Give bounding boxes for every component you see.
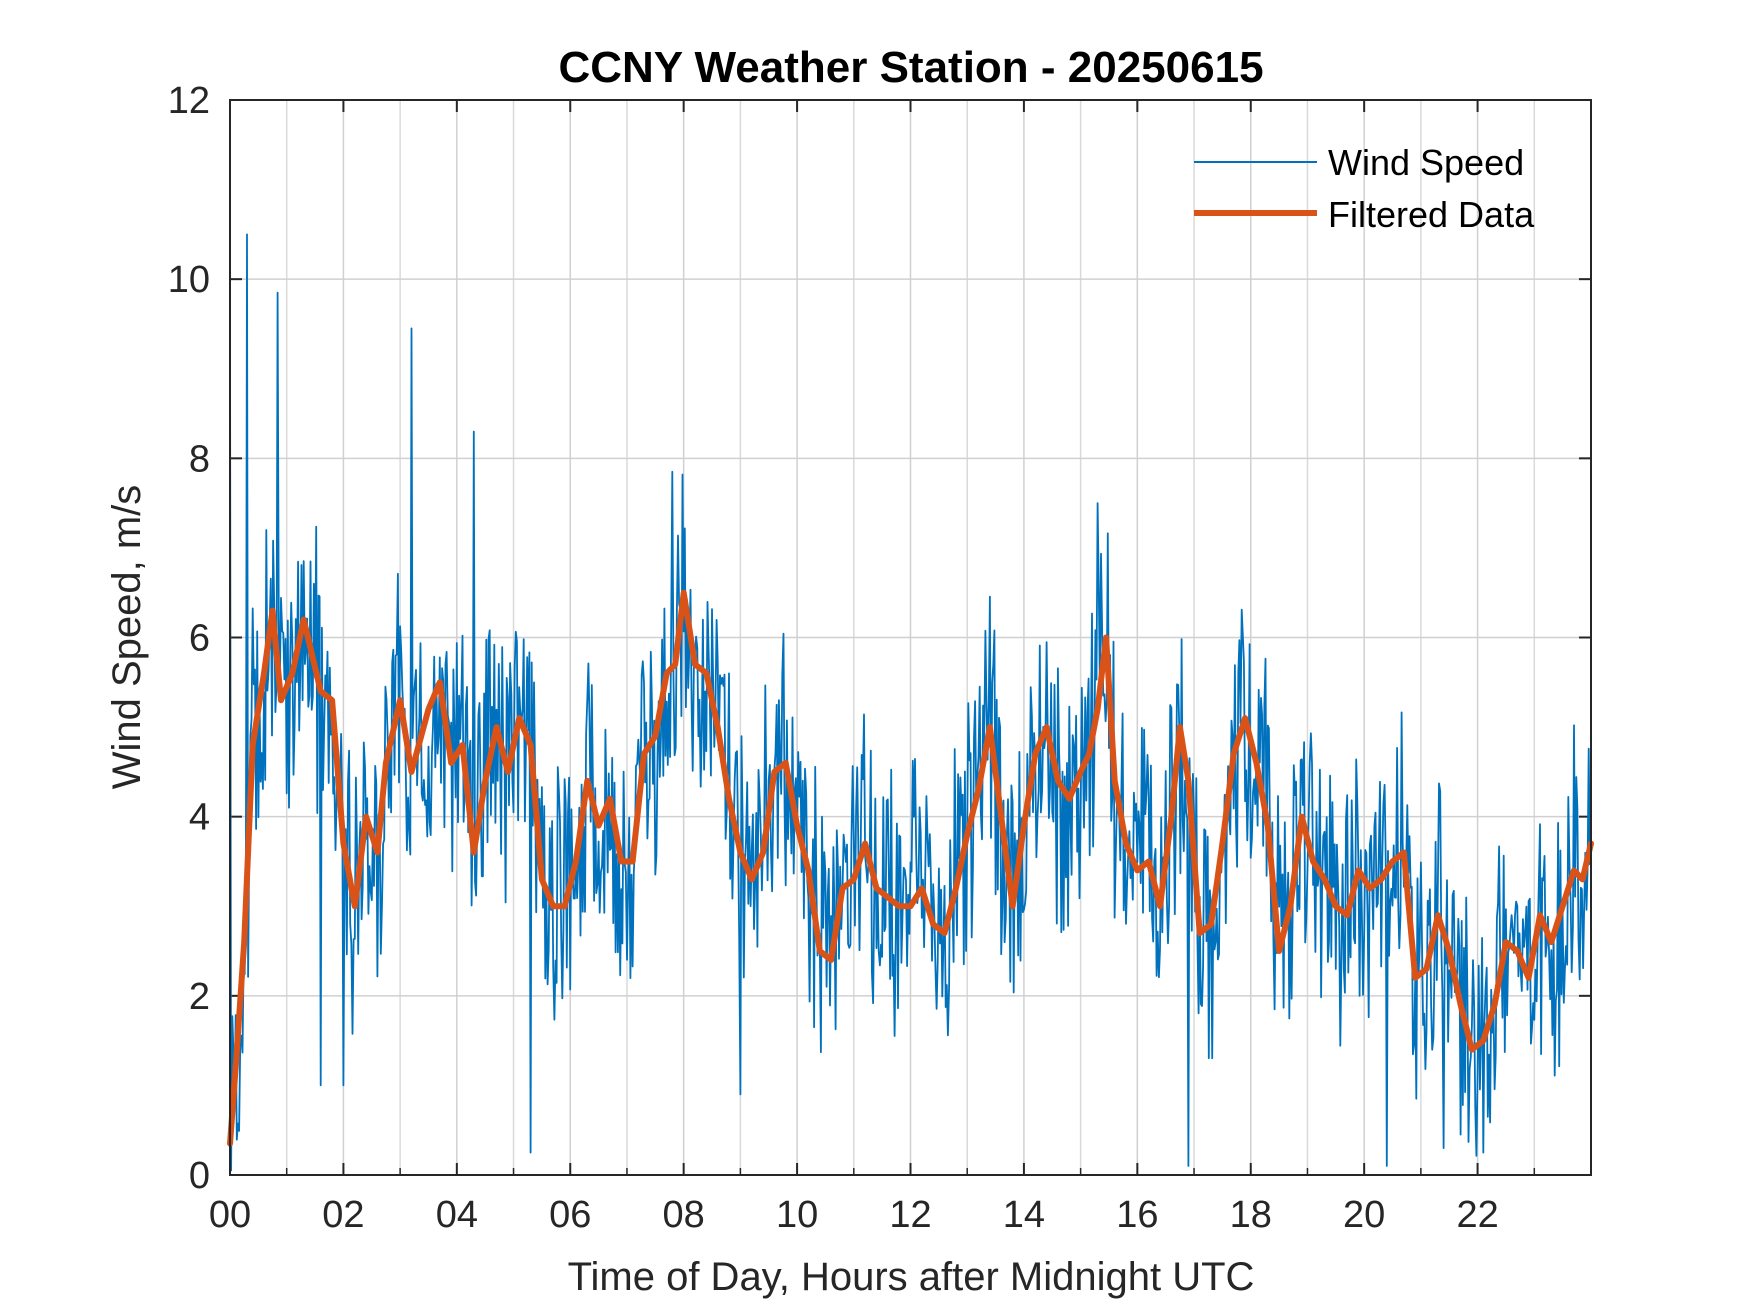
x-tick-label: 08 — [663, 1194, 705, 1236]
x-tick-label: 18 — [1230, 1194, 1272, 1236]
x-tick-label: 12 — [889, 1194, 931, 1236]
y-tick-label: 6 — [189, 618, 210, 660]
x-axis-label: Time of Day, Hours after Midnight UTC — [568, 1255, 1255, 1299]
y-tick-label: 12 — [168, 80, 210, 122]
x-tick-label: 04 — [436, 1194, 478, 1236]
y-tick-label: 0 — [189, 1155, 210, 1197]
y-tick-label: 10 — [168, 259, 210, 301]
legend: Wind Speed Filtered Data — [1194, 142, 1535, 235]
y-tick-label: 4 — [189, 797, 210, 839]
wind-speed-series — [229, 233, 1592, 1172]
x-tick-label: 10 — [776, 1194, 818, 1236]
x-tick-label: 06 — [549, 1194, 591, 1236]
legend-wind-speed-label: Wind Speed — [1328, 142, 1524, 183]
axes-box — [229, 99, 1592, 1176]
x-tick-label: 22 — [1456, 1194, 1498, 1236]
y-axis-label: Wind Speed, m/s — [105, 485, 149, 790]
x-tick-label: 20 — [1343, 1194, 1385, 1236]
y-tick-label: 8 — [189, 438, 210, 480]
x-tick-label: 16 — [1116, 1194, 1158, 1236]
y-tick-labels: 0 2 4 6 8 10 12 — [168, 80, 210, 1197]
x-tick-labels: 00 02 04 06 08 10 12 14 16 18 20 22 — [209, 1194, 1499, 1236]
legend-filtered-data-label: Filtered Data — [1328, 194, 1535, 235]
x-tick-label: 02 — [322, 1194, 364, 1236]
wind-speed-line — [229, 233, 1592, 1172]
filtered-data-line — [227, 589, 1594, 1147]
x-tick-label: 00 — [209, 1194, 251, 1236]
x-tick-label: 14 — [1003, 1194, 1045, 1236]
y-tick-label: 2 — [189, 976, 210, 1018]
chart-title: CCNY Weather Station - 20250615 — [558, 43, 1263, 92]
filtered-data-series — [227, 589, 1594, 1147]
